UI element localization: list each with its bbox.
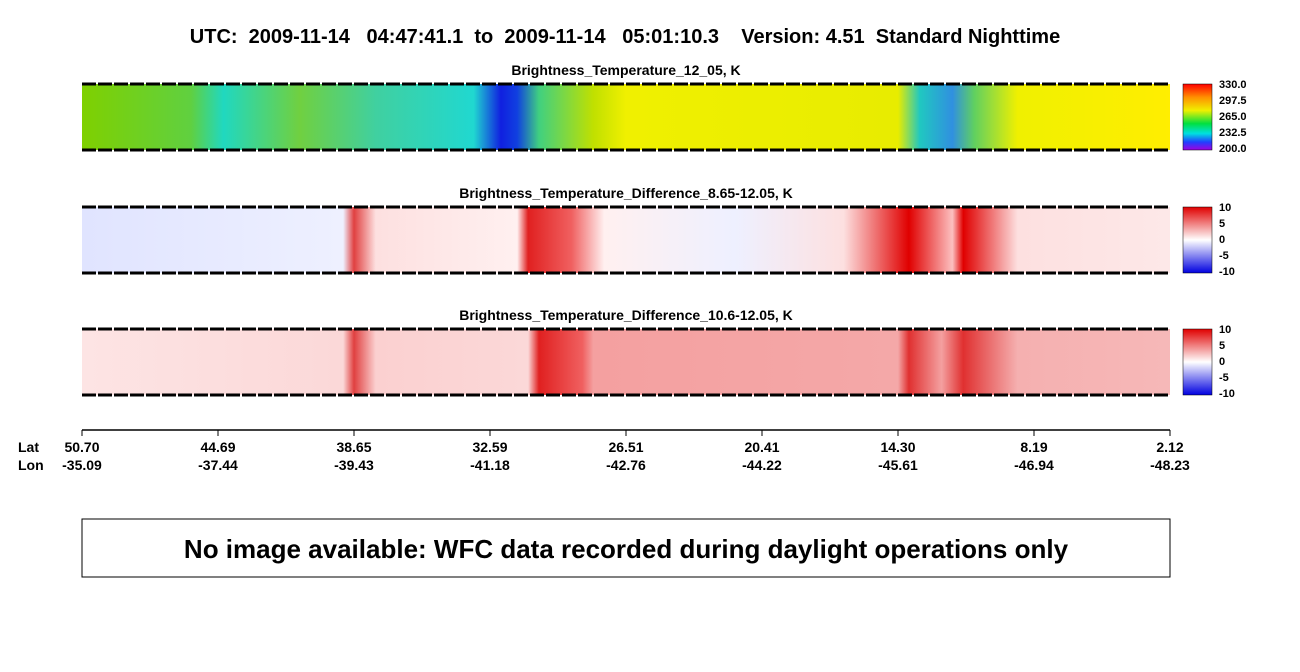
lon-tick-label: -45.61: [878, 457, 918, 473]
colorbar-label: 200.0: [1219, 143, 1247, 155]
lat-tick-label: 38.65: [336, 439, 371, 455]
image-strip: [82, 207, 1170, 273]
lat-tick-label: 14.30: [880, 439, 915, 455]
title: UTC: 2009-11-14 04:47:41.1 to 2009-11-14…: [190, 26, 1060, 48]
panel-title: Brightness_Temperature_Difference_10.6-1…: [459, 307, 793, 323]
lon-tick-label: -41.18: [470, 457, 510, 473]
colorbar-label: 10: [1219, 324, 1231, 336]
lon-label: Lon: [18, 457, 44, 473]
colorbar-label: 5: [1219, 340, 1225, 352]
lat-tick-label: 32.59: [472, 439, 507, 455]
lon-tick-label: -39.43: [334, 457, 374, 473]
colorbar-label: -10: [1219, 388, 1235, 400]
lat-tick-label: 26.51: [608, 439, 643, 455]
colorbar-label: 297.5: [1219, 95, 1247, 107]
lat-tick-label: 50.70: [64, 439, 99, 455]
lat-tick-label: 8.19: [1020, 439, 1047, 455]
colorbar: [1182, 83, 1213, 151]
lon-tick-label: -35.09: [62, 457, 102, 473]
lon-tick-label: -42.76: [606, 457, 646, 473]
colorbar-label: -5: [1219, 372, 1229, 384]
lat-tick-label: 20.41: [744, 439, 779, 455]
colorbar-label: -10: [1219, 266, 1235, 278]
colorbar-label: 232.5: [1219, 127, 1247, 139]
notice-box: [81, 518, 1171, 578]
colorbar: [1182, 206, 1213, 274]
panel-title: Brightness_Temperature_Difference_8.65-1…: [459, 185, 793, 201]
lon-tick-label: -37.44: [198, 457, 238, 473]
colorbar-label: 10: [1219, 202, 1231, 214]
lon-tick-label: -44.22: [742, 457, 782, 473]
lat-label: Lat: [18, 439, 39, 455]
colorbar-label: 0: [1219, 234, 1225, 246]
colorbar: [1182, 328, 1213, 396]
notice: No image available: WFC data recorded du…: [184, 534, 1069, 564]
colorbar-label: 265.0: [1219, 111, 1247, 123]
lat-tick-label: 2.12: [1156, 439, 1183, 455]
lat-tick-label: 44.69: [200, 439, 235, 455]
colorbar-label: -5: [1219, 250, 1229, 262]
lon-tick-label: -48.23: [1150, 457, 1190, 473]
colorbar-label: 0: [1219, 356, 1225, 368]
image-strip: [82, 329, 1170, 395]
image-strip: [82, 84, 1170, 150]
panel-title: Brightness_Temperature_12_05, K: [511, 62, 740, 78]
lon-tick-label: -46.94: [1014, 457, 1054, 473]
colorbar-label: 5: [1219, 218, 1225, 230]
colorbar-label: 330.0: [1219, 79, 1247, 91]
